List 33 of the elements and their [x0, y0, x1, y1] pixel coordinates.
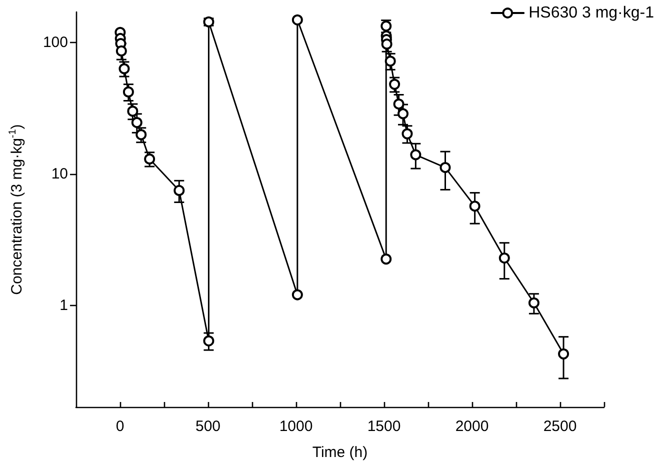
point: [398, 108, 409, 120]
x-tick-label: 2500: [543, 418, 577, 435]
point: [144, 154, 156, 165]
point: [440, 162, 451, 174]
point: [292, 289, 303, 300]
x-tick-label: 1500: [367, 418, 401, 435]
x-tick-label: 1000: [279, 418, 313, 435]
point: [136, 129, 147, 140]
point: [292, 14, 303, 26]
point: [469, 200, 480, 212]
y-axis-title: Concentration (3 mg·kg-1): [8, 124, 26, 295]
x-tick-label: 2000: [455, 418, 489, 435]
point: [122, 86, 134, 98]
point: [380, 254, 392, 265]
point: [410, 149, 422, 160]
point: [498, 252, 510, 264]
point: [558, 348, 570, 360]
legend-label: HS630 3 mg·kg-1: [528, 4, 654, 22]
x-tick-label: 500: [195, 418, 221, 435]
point: [127, 106, 138, 117]
x-tick-label: 0: [116, 418, 124, 435]
y-tick-label: 1: [60, 297, 68, 314]
point: [174, 184, 185, 196]
point: [528, 297, 540, 308]
x-axis-title: Time (h): [312, 444, 368, 461]
point: [203, 335, 214, 346]
y-tick-label: 10: [51, 166, 68, 183]
point: [384, 56, 396, 67]
point: [116, 45, 127, 56]
point: [131, 117, 142, 128]
y-tick-label: 100: [42, 34, 68, 51]
point: [402, 128, 413, 140]
point: [393, 98, 404, 110]
